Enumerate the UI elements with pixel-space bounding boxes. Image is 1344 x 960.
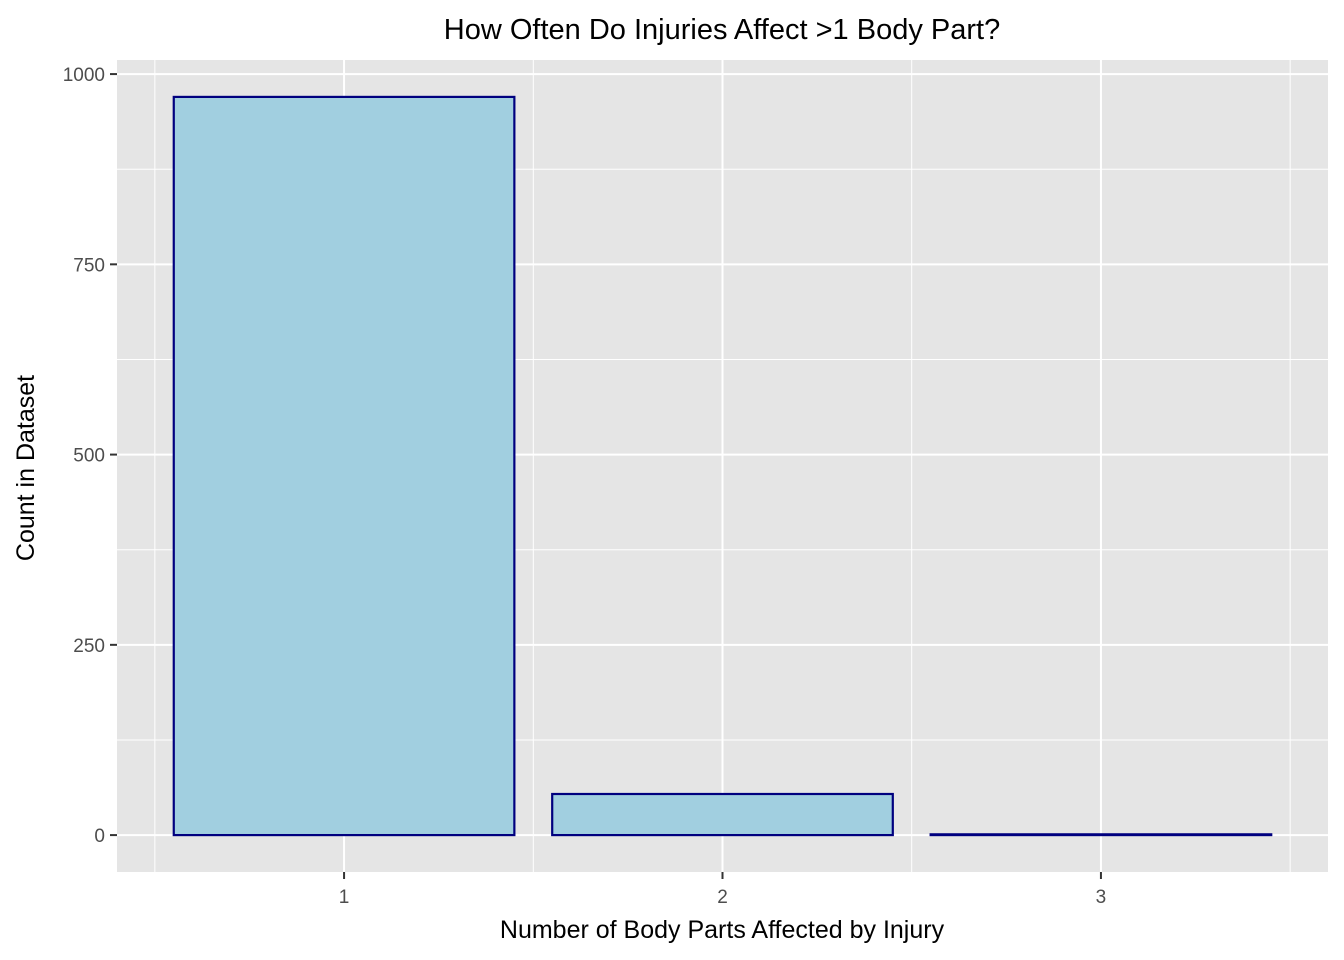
y-axis: 0 250 500 750 1000 bbox=[63, 65, 117, 847]
x-axis-title: Number of Body Parts Affected by Injury bbox=[500, 916, 945, 944]
chart-title: How Often Do Injuries Affect >1 Body Par… bbox=[444, 14, 1000, 46]
bar-2 bbox=[551, 792, 894, 837]
y-tick-label: 0 bbox=[94, 826, 105, 847]
bars bbox=[172, 95, 1273, 837]
y-axis-title: Count in Dataset bbox=[12, 375, 40, 561]
bar-3 bbox=[929, 833, 1273, 837]
x-tick-label: 1 bbox=[339, 887, 350, 908]
bar-1 bbox=[172, 95, 516, 837]
y-tick-label: 750 bbox=[73, 255, 105, 276]
y-tick-label: 250 bbox=[73, 636, 105, 657]
x-tick-label: 2 bbox=[717, 887, 728, 908]
y-tick-label: 1000 bbox=[63, 65, 105, 86]
x-axis: 1 2 3 bbox=[339, 872, 1106, 908]
x-tick-label: 3 bbox=[1096, 887, 1107, 908]
y-tick-label: 500 bbox=[73, 446, 105, 467]
